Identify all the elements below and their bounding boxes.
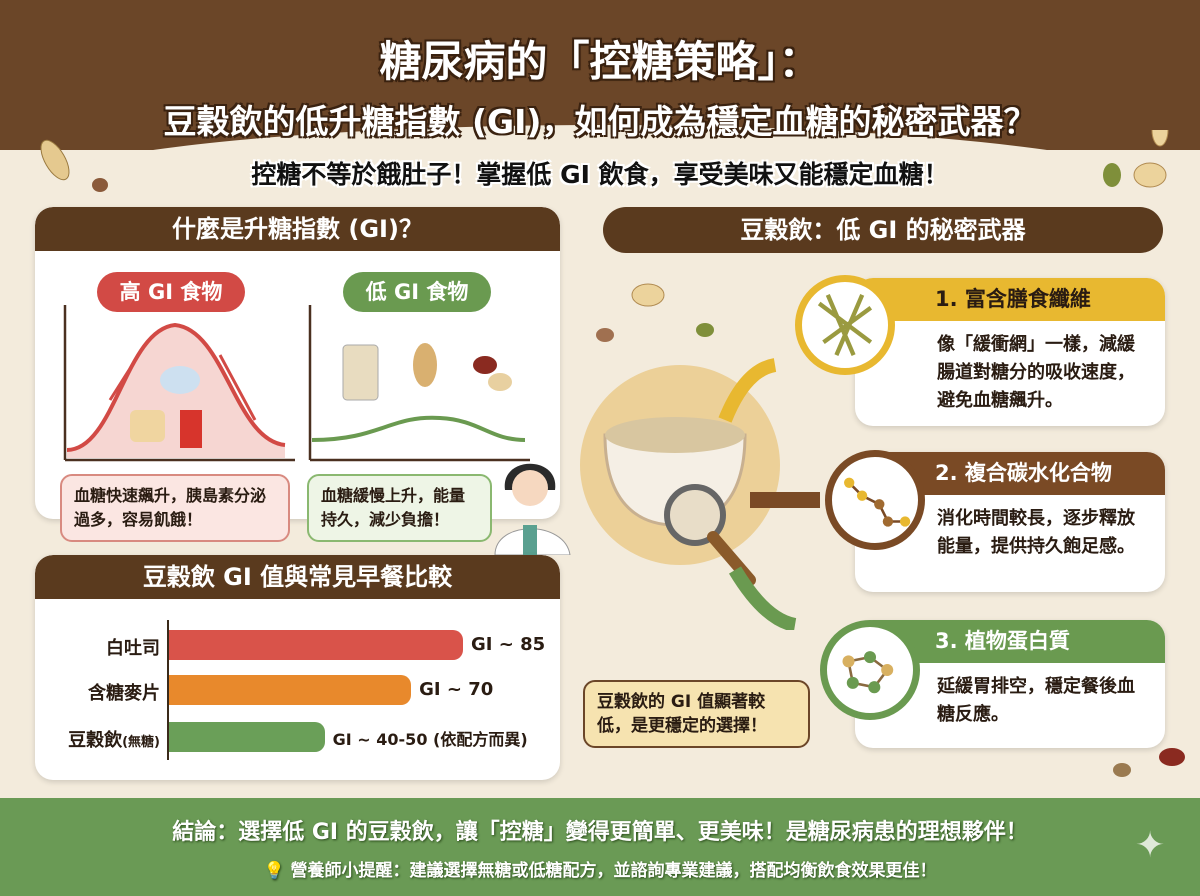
soybean-icon — [488, 373, 512, 391]
trend-arrows — [108, 344, 257, 421]
bean-icon — [1133, 162, 1167, 188]
drink-surface — [605, 417, 745, 453]
bar-data-label: GI ~ 85 — [471, 634, 546, 655]
chart-axis — [167, 620, 169, 760]
bean-icon — [92, 178, 108, 192]
arrow-fiber — [718, 358, 777, 423]
category-name: 豆穀飲 — [68, 730, 123, 751]
card-title: 1. 富含膳食纖維 — [855, 278, 1165, 321]
footer-banner — [0, 798, 1200, 896]
bread-icon — [130, 410, 165, 442]
fiber-net-icon — [795, 275, 895, 375]
bar-category-label: 含糖麥片 — [30, 679, 160, 705]
high-gi-label: 高 GI 食物 — [97, 272, 245, 312]
sparkle-icon: ✦ — [1135, 825, 1166, 866]
benefit-card-1: 1. 富含膳食纖維像「緩衝網」一樣，減緩腸道對糖分的吸收速度，避免血糖飆升。 — [855, 278, 1165, 426]
oat-icon — [1151, 130, 1169, 147]
bar-1 — [169, 675, 412, 705]
bean-decorations — [40, 130, 1185, 777]
glucose-curve — [66, 322, 286, 452]
card-body: 消化時間較長，逐步釋放能量，提供持久飽足感。 — [937, 508, 1135, 557]
bean-icon — [1103, 163, 1121, 187]
right-section-title: 豆穀飲：低 GI 的秘密武器 — [603, 207, 1163, 253]
title-line1: 糖尿病的「控糖策略」： — [379, 37, 821, 86]
soda-icon — [180, 410, 202, 448]
rice-bowl-icon — [160, 366, 200, 394]
gi-panel-title: 什麼是升糖指數 (GI)？ — [35, 207, 560, 251]
category-note: (無糖) — [122, 735, 160, 750]
bean-icon — [631, 283, 665, 307]
soy-milk-glass-icon — [342, 344, 379, 401]
gi-explainer-panel: 什麼是升糖指數 (GI)？ — [35, 207, 560, 519]
callout-bubble: 豆穀飲的 GI 值顯著較低，是更穩定的選擇！ — [583, 680, 810, 748]
bean-icon — [1159, 748, 1185, 766]
axes — [63, 305, 295, 462]
high-gi-curve-graph — [63, 305, 295, 462]
bar-category-label: 豆穀飲(無糖) — [30, 726, 160, 752]
low-gi-note: 血糖緩慢上升，能量持久，減少負擔！ — [307, 474, 492, 542]
card-body: 延緩胃排空，穩定餐後血糖反應。 — [937, 676, 1135, 725]
axes — [308, 305, 530, 462]
category-name: 白吐司 — [106, 638, 160, 659]
card-body: 像「緩衝網」一樣，減緩腸道對糖分的吸收速度，避免血糖飆升。 — [937, 334, 1135, 411]
carb-chain-icon — [825, 450, 925, 550]
low-gi-curve-graph — [308, 305, 530, 462]
bean-icon — [1113, 763, 1131, 777]
chart-title: 豆穀飲 GI 值與常見早餐比較 — [35, 555, 560, 599]
dietitian-avatar — [494, 463, 571, 555]
arrow-protein — [728, 566, 797, 630]
red-bean-icon — [473, 356, 497, 374]
grain-drink-illustration — [580, 358, 820, 630]
oat-icon — [40, 139, 70, 181]
magnifier-icon — [664, 484, 726, 546]
bar-0 — [169, 630, 463, 660]
bean-icon — [596, 328, 614, 342]
subtitle: 控糖不等於餓肚子！掌握低 GI 飲食，享受美味又能穩定血糖！ — [251, 160, 949, 189]
bar-data-label: GI ~ 70 — [419, 679, 494, 700]
bean-icon — [696, 323, 714, 337]
glucose-curve — [311, 415, 526, 442]
bar-category-label: 白吐司 — [30, 634, 160, 660]
tip-label: 營養師小提醒：建議選擇無糖或低糖配方，並諮詢專業建議，搭配均衡飲食效果更佳！ — [290, 861, 937, 881]
conclusion-text: 結論：選擇低 GI 的豆穀飲，讓「控糖」變得更簡單、更美味！是糖尿病患的理想夥伴… — [172, 820, 1028, 845]
category-name: 含糖麥片 — [88, 683, 160, 704]
bar-data-label: GI ~ 40-50 (依配方而異) — [332, 730, 528, 749]
protein-molecule-icon — [820, 620, 920, 720]
high-gi-note: 血糖快速飆升，胰島素分泌過多，容易飢餓！ — [60, 474, 290, 542]
low-gi-label: 低 GI 食物 — [343, 272, 491, 312]
tip-text: 💡 營養師小提醒：建議選擇無糖或低糖配方，並諮詢專業建議，搭配均衡飲食效果更佳！ — [0, 856, 1200, 881]
title-line2: 豆穀飲的低升糖指數 (GI)，如何成為穩定血糖的秘密武器？ — [163, 102, 1037, 141]
bar-2 — [169, 722, 325, 752]
lightbulb-icon: 💡 — [263, 861, 285, 881]
grain-icon — [413, 343, 437, 387]
